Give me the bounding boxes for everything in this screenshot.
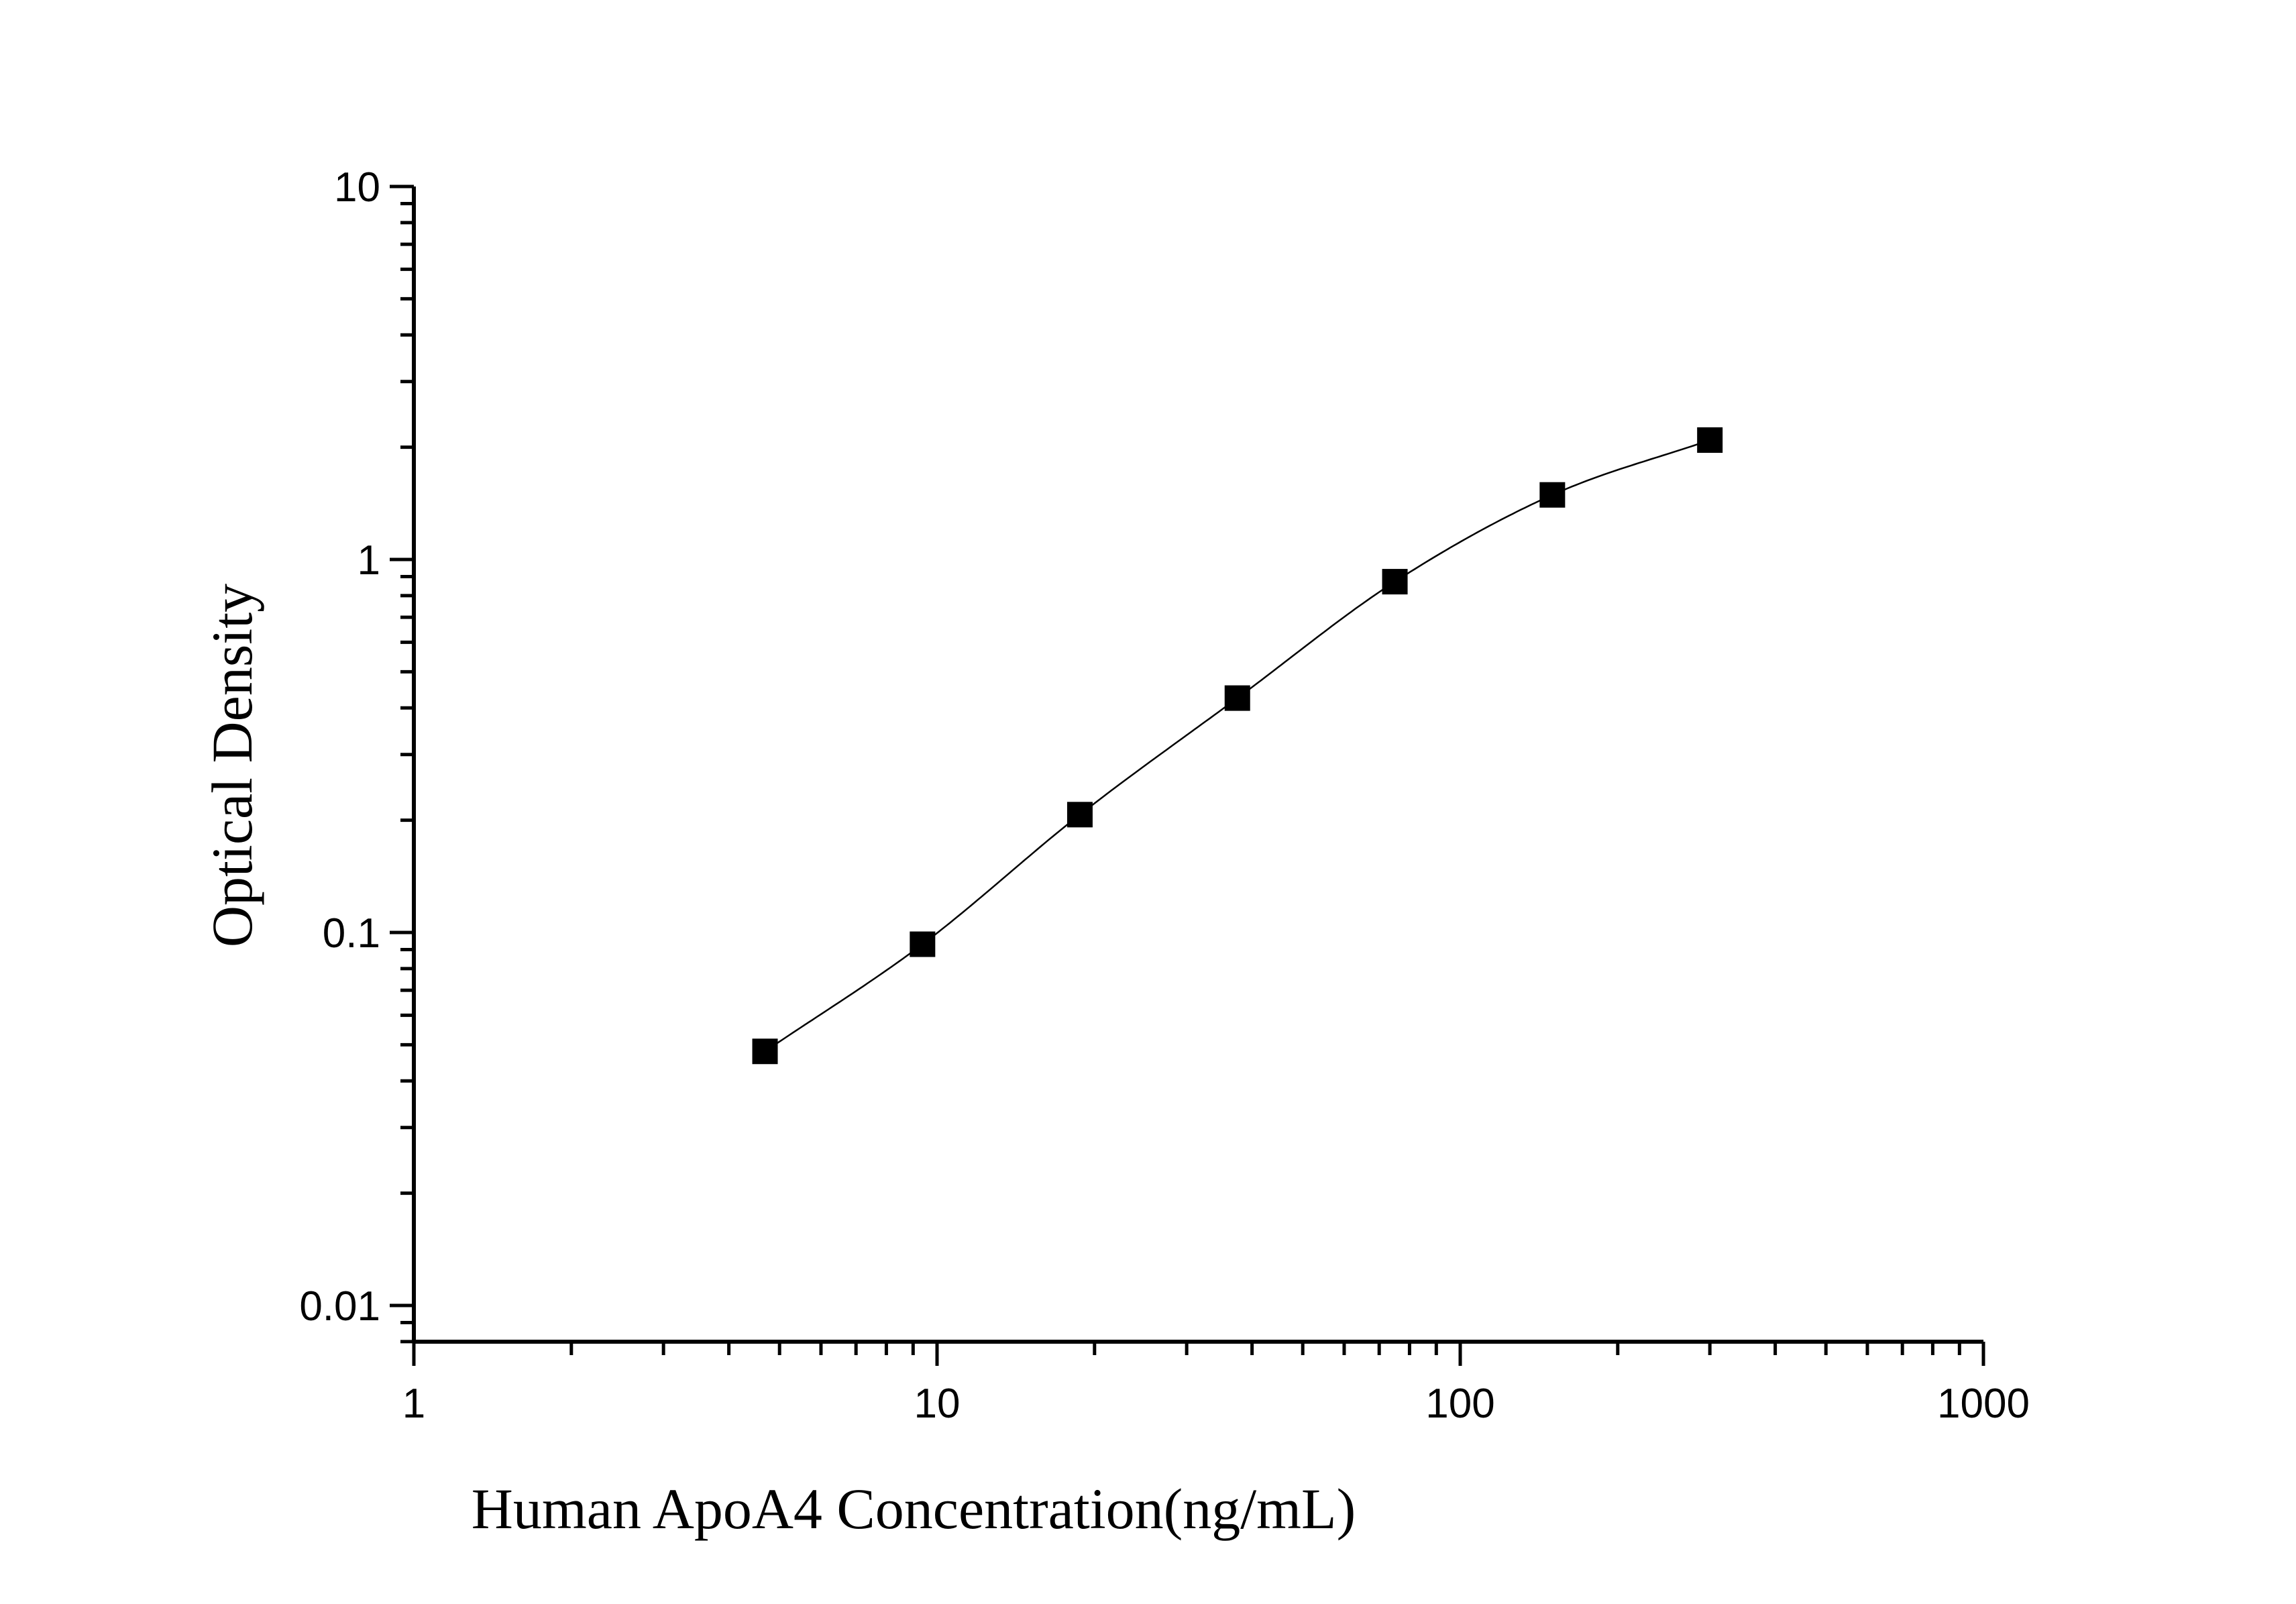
axes — [412, 186, 1983, 1344]
y-axis-title: Optical Density — [200, 584, 264, 947]
y-tick-label: 1 — [358, 537, 380, 584]
y-tick-label: 0.1 — [323, 910, 380, 957]
data-point — [752, 1038, 778, 1065]
data-point — [910, 931, 936, 957]
data-point — [1382, 569, 1408, 595]
tick-labels: 1 10 100 1000 0.01 0.1 1 10 — [299, 164, 2030, 1427]
fit-curve — [764, 439, 1710, 1053]
x-tick-label: 100 — [1425, 1381, 1494, 1427]
x-tick-label: 10 — [914, 1381, 961, 1427]
x-tick-label: 1000 — [1937, 1381, 2030, 1427]
data-points — [752, 427, 1723, 1065]
x-axis-title: Human ApoA4 Concentration(ng/mL) — [472, 1477, 1356, 1541]
ticks — [390, 184, 1985, 1366]
data-point — [1697, 427, 1723, 453]
data-point — [1539, 482, 1566, 508]
data-point — [1067, 802, 1093, 828]
y-tick-label: 10 — [334, 164, 380, 211]
x-tick-label: 1 — [402, 1381, 425, 1427]
data-point — [1224, 685, 1250, 711]
y-tick-label: 0.01 — [299, 1283, 380, 1330]
